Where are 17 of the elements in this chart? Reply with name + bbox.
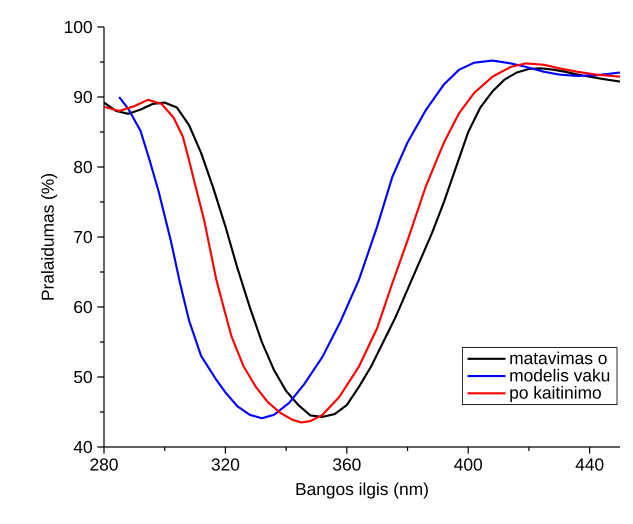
x-tick-label: 280 xyxy=(90,458,118,471)
x-axis-title: Bangos ilgis (nm) xyxy=(296,482,428,499)
y-tick-label: 80 xyxy=(74,160,92,174)
legend-label: modelis vaku xyxy=(510,368,610,382)
y-tick-label: 40 xyxy=(74,440,92,454)
x-tick-label: 400 xyxy=(454,458,482,471)
y-tick-label: 100 xyxy=(65,20,92,34)
legend-label: matavimas o xyxy=(510,352,607,364)
y-tick-label: 70 xyxy=(74,230,92,244)
x-tick-label: 360 xyxy=(333,458,361,471)
y-tick-label: 60 xyxy=(74,300,92,314)
y-tick-label: 90 xyxy=(74,90,92,104)
y-tick-label: 50 xyxy=(74,370,92,384)
legend-label: po kaitinimo xyxy=(510,386,601,402)
x-tick-label: 440 xyxy=(576,458,604,471)
y-axis-title: Pralaidumas (%) xyxy=(41,174,58,300)
x-tick-label: 320 xyxy=(212,458,240,471)
